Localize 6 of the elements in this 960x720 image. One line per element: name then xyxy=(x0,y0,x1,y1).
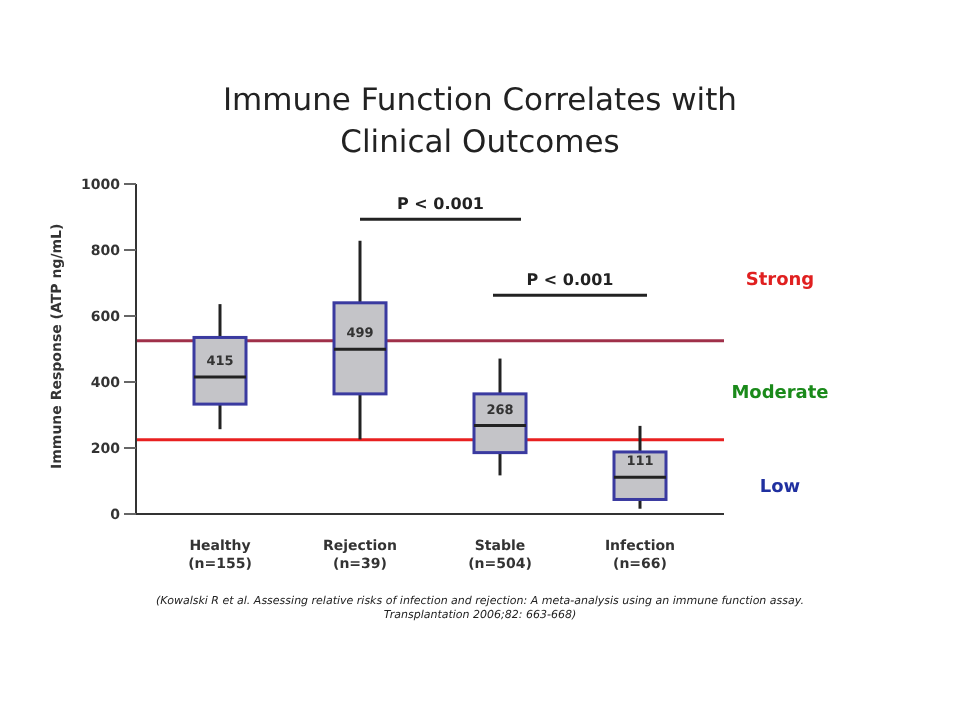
text: Moderate xyxy=(731,384,829,405)
text: Low xyxy=(759,477,801,498)
annotation: P < 0.001 xyxy=(526,271,615,290)
text: Strong xyxy=(745,270,815,291)
chart-title: Immune Function Correlates with Clinical Outcomes xyxy=(220,80,739,164)
annotation: P < 0.001 xyxy=(397,195,485,214)
